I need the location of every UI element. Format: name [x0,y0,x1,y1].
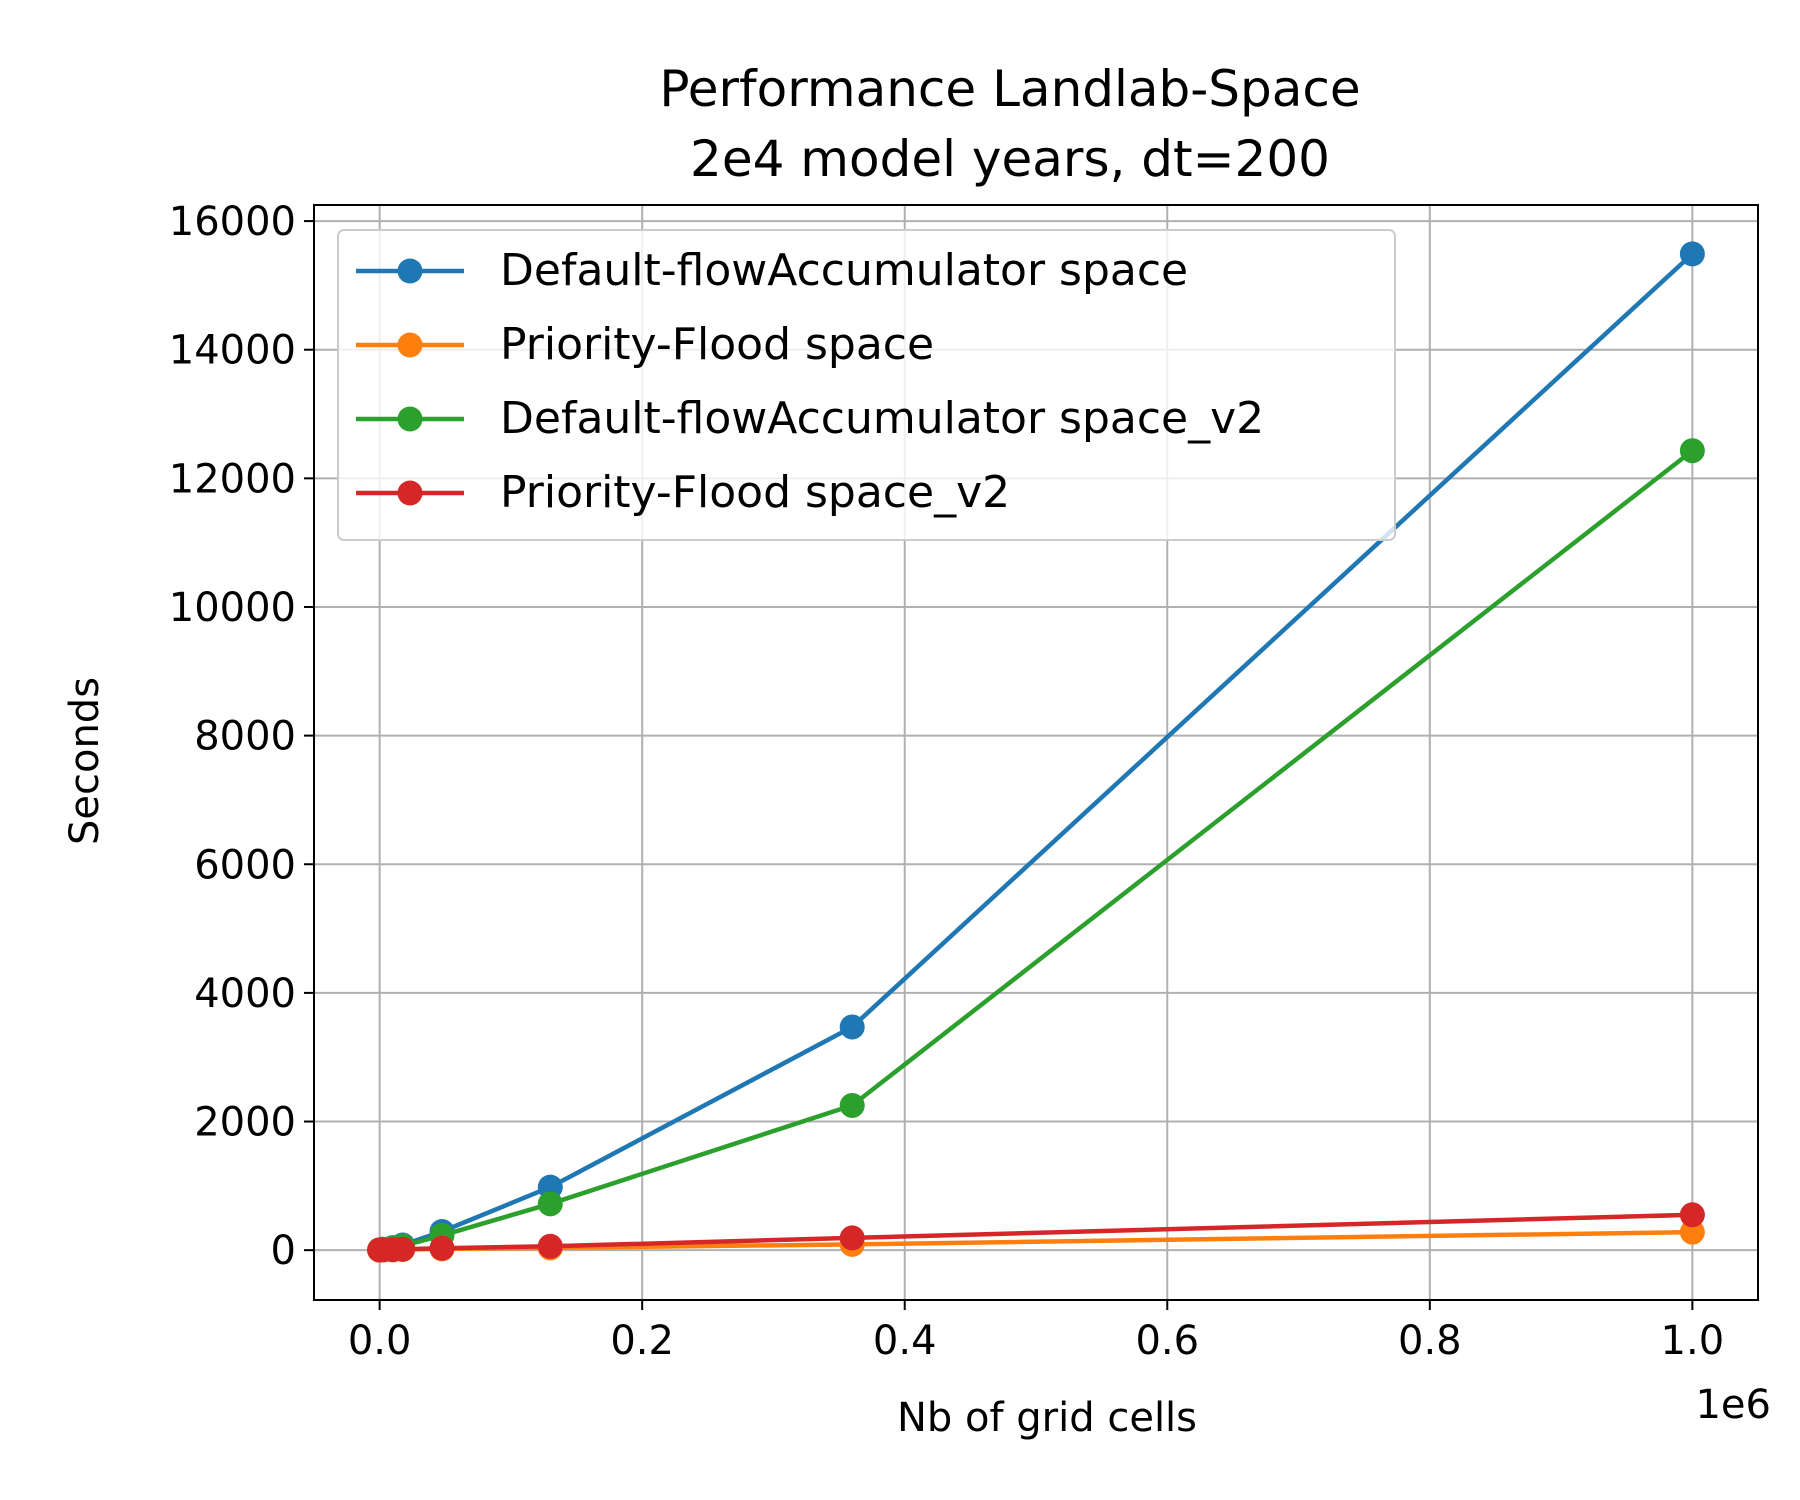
data-point [390,1236,416,1262]
legend-marker [397,258,423,284]
data-point [537,1233,563,1259]
data-point [839,1092,865,1118]
y-tick-label: 2000 [194,1100,296,1146]
legend-marker [397,332,423,358]
x-axis-offset-text: 1e6 [1695,1382,1771,1428]
y-tick-label: 4000 [194,971,296,1017]
legend-label: Default-flowAccumulator space [500,245,1188,296]
legend-label: Default-flowAccumulator space_v2 [500,393,1264,444]
x-axis-label: Nb of grid cells [897,1395,1197,1441]
y-tick-label: 14000 [169,328,296,374]
chart-title-line1: Performance Landlab-Space [659,60,1360,118]
data-point [839,1014,865,1040]
x-tick-label: 0.2 [610,1318,674,1364]
axes-frame [313,204,1759,1301]
data-point [429,1235,455,1261]
data-point [1679,1219,1705,1245]
y-tick-label: 10000 [169,585,296,631]
x-tick-label: 0.8 [1398,1318,1462,1364]
data-point [1679,438,1705,464]
y-tick-label: 12000 [169,456,296,502]
y-tick-label: 16000 [169,199,296,245]
x-tick-label: 0.6 [1135,1318,1199,1364]
data-point [1679,241,1705,267]
legend-label: Priority-Flood space_v2 [500,467,1010,518]
data-point [1679,1202,1705,1228]
data-point [839,1225,865,1251]
legend-marker [397,406,423,432]
x-tick-label: 0.4 [873,1318,937,1364]
plot-series [367,241,1705,1263]
chart-title-line2: 2e4 model years, dt=200 [690,130,1330,188]
y-tick-label: 0 [271,1228,296,1274]
legend: Default-flowAccumulator space Priority-Fl… [337,229,1396,541]
legend-box [337,229,1396,541]
axis-ticks: 0.0 0.2 0.4 0.6 0.8 1.0 0 2000 4000 6000 8000 10000… [169,199,1724,1364]
y-tick-label: 8000 [194,714,296,760]
y-axis-label: Seconds [62,677,108,845]
x-tick-label: 0.0 [348,1318,412,1364]
data-point [537,1191,563,1217]
y-tick-label: 6000 [194,842,296,888]
series-priority-flood-space-v2 [367,1202,1705,1263]
legend-marker [397,480,423,506]
x-tick-label: 1.0 [1661,1318,1725,1364]
legend-label: Priority-Flood space [500,319,934,370]
